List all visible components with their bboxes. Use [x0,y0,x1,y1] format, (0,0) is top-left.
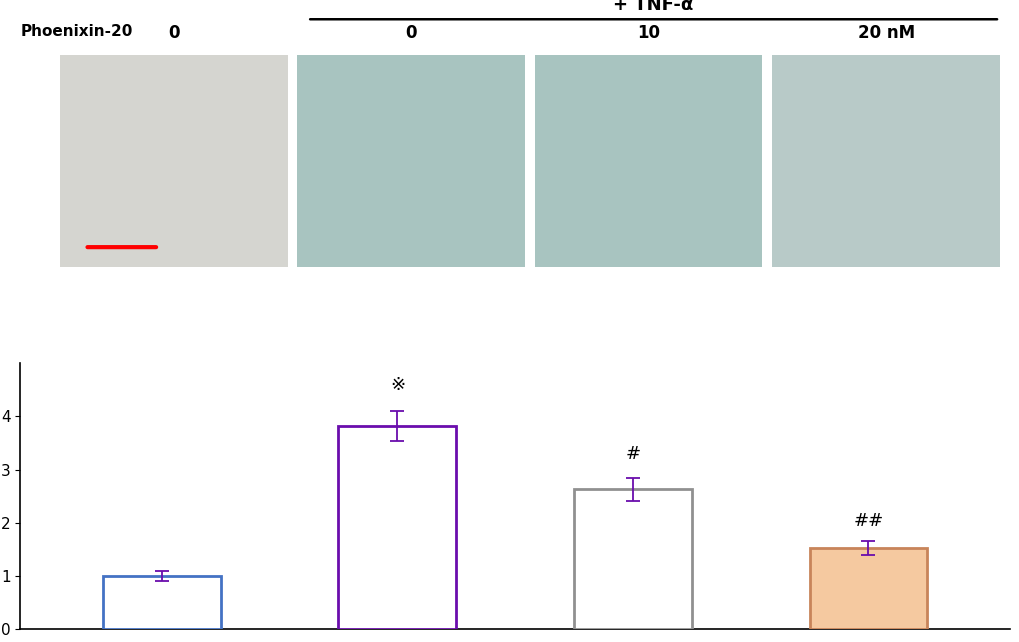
Text: 0: 0 [168,24,179,42]
Bar [103,576,220,629]
Bar [60,55,287,268]
Bar [771,55,999,268]
Bar [534,55,761,268]
Text: 0: 0 [406,24,417,42]
Bar [338,426,455,629]
Text: ※: ※ [389,376,405,394]
Text: #: # [625,445,640,463]
Bar [809,548,926,629]
Text: 10: 10 [637,24,659,42]
Bar [298,55,525,268]
Text: Phoenixin-20: Phoenixin-20 [20,24,132,39]
Text: 20 nM: 20 nM [857,24,914,42]
Bar [574,489,691,629]
Text: + TNF-α: + TNF-α [612,0,693,14]
Text: ##: ## [853,512,882,530]
